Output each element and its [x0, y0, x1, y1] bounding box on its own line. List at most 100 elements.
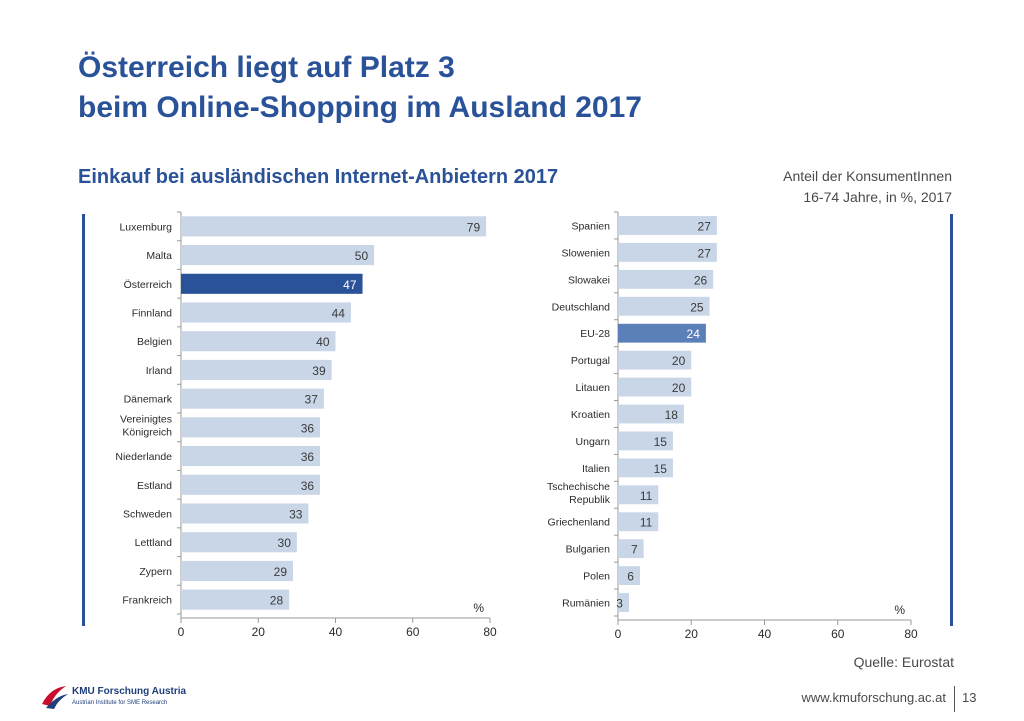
logo-name: KMU Forschung Austria: [72, 686, 187, 697]
chart1-x-tick-label: 80: [483, 625, 497, 639]
chart2-x-tick-label: 20: [685, 627, 699, 641]
chart2-category-label: Griechenland: [548, 517, 611, 529]
note-line-1: Anteil der KonsumentInnen: [783, 168, 952, 184]
chart2-data-label: 18: [665, 408, 679, 422]
chart1-data-label: 36: [301, 479, 315, 493]
chart2-data-label: 15: [654, 462, 668, 476]
chart2-bar: [618, 566, 640, 586]
chart2-category-label: Italien: [582, 463, 610, 475]
chart1-x-tick-label: 60: [406, 625, 420, 639]
chart1-bar: [181, 331, 336, 352]
chart1-bar: [181, 359, 332, 380]
chart2-data-label: 20: [672, 354, 686, 368]
chart1-bar: [181, 446, 321, 467]
chart2-bar: [618, 216, 717, 235]
chart2-data-label: 27: [698, 219, 712, 233]
chart1-data-label: 50: [355, 249, 369, 263]
chart2-data-label: 20: [672, 381, 686, 395]
chart1-data-label: 79: [467, 220, 481, 234]
chart1-category-label: Luxemburg: [119, 221, 172, 233]
chart1-x-tick-label: 20: [252, 625, 266, 639]
chart1-bar: [181, 532, 297, 553]
chart2-category-label: Deutschland: [552, 301, 611, 313]
chart2-data-label: 15: [654, 435, 668, 449]
chart2-bar: [618, 269, 714, 289]
chart1-data-label: 39: [312, 364, 326, 378]
chart2-bar: [618, 539, 644, 559]
chart2-x-tick-label: 40: [758, 627, 772, 641]
chart1-data-label: 36: [301, 450, 315, 464]
left-frame-bar: [82, 214, 85, 626]
chart2-bar: [618, 404, 684, 424]
chart1-category-label: Niederlande: [115, 451, 172, 463]
chart2-category-label: Slowenien: [562, 247, 611, 259]
title-line-2: beim Online-Shopping im Ausland 2017: [78, 91, 642, 124]
chart2-category-label: Polen: [583, 571, 610, 583]
chart1-category-label: Vereinigtes Königreich: [120, 413, 172, 438]
chart1-category-label: Finnland: [132, 308, 172, 320]
source-note: Quelle: Eurostat: [853, 654, 954, 670]
chart-note: Anteil der KonsumentInnen 16-74 Jahre, i…: [692, 166, 952, 208]
chart2-bar: [618, 350, 692, 370]
chart2-x-tick-label: 0: [615, 627, 622, 641]
note-line-2: 16-74 Jahre, in %, 2017: [803, 189, 952, 205]
chart1-data-label: 29: [274, 565, 288, 579]
chart2-category-label: Bulgarien: [566, 544, 611, 556]
right-frame-bar: [950, 214, 953, 626]
page-title: Österreich liegt auf Platz 3 beim Online…: [78, 48, 642, 128]
chart2-bar: [618, 431, 673, 451]
chart1-bar: [181, 503, 309, 524]
chart1-data-label: 30: [278, 536, 292, 550]
chart1-bar: [181, 388, 324, 409]
chart1-bar: [181, 273, 363, 294]
chart2-data-label: 26: [694, 273, 708, 287]
chart2-unit-label: %: [894, 603, 905, 617]
chart1-category-label: Malta: [146, 250, 172, 262]
chart1-data-label: 28: [270, 594, 284, 608]
chart1-category-label: Zypern: [139, 566, 172, 578]
chart1-data-label: 47: [343, 278, 357, 292]
chart1-x-tick-label: 40: [329, 625, 343, 639]
chart1-data-label: 40: [316, 335, 330, 349]
chart2-bar: [618, 512, 659, 532]
chart2-category-label: Rumänien: [562, 598, 610, 610]
chart2-data-label: 24: [687, 327, 701, 341]
chart1-bar: [181, 216, 487, 237]
chart2-bar: [618, 485, 659, 505]
chart2-category-label: Litauen: [576, 382, 611, 394]
chart1-category-label: Dänemark: [124, 394, 173, 406]
chart1-data-label: 33: [289, 508, 303, 522]
chart2-x-tick-label: 80: [904, 627, 918, 641]
chart1-category-label: Estland: [137, 480, 172, 492]
chart2-data-label: 11: [640, 489, 653, 503]
chart-subtitle: Einkauf bei ausländischen Internet-Anbie…: [78, 166, 559, 188]
chart1-category-label: Irland: [146, 365, 172, 377]
chart1-category-label: Belgien: [137, 336, 172, 348]
chart1-category-label: Frankreich: [122, 595, 172, 607]
chart2-data-label: 7: [631, 543, 638, 557]
chart1-bar: [181, 302, 351, 323]
chart2-data-label: 11: [640, 516, 653, 530]
chart1-category-label: Schweden: [123, 509, 172, 521]
footer-url[interactable]: www.kmuforschung.ac.at: [801, 690, 946, 705]
chart2-bar: [618, 242, 717, 262]
kmu-logo-icon: [42, 686, 68, 709]
chart1-data-label: 36: [301, 421, 315, 435]
chart2-category-label: Tschechische Republik: [547, 481, 611, 506]
chart1-bar: [181, 589, 290, 610]
footer-separator: [954, 686, 955, 712]
chart2-data-label: 27: [698, 246, 712, 260]
chart1-bar: [181, 560, 294, 581]
chart2-category-label: EU-28: [580, 328, 610, 340]
chart1-x-tick-label: 0: [178, 625, 185, 639]
chart1-category-label: Lettland: [135, 537, 173, 549]
chart1-bar: [181, 245, 375, 266]
chart2-bar: [618, 323, 706, 343]
chart1-data-label: 37: [305, 393, 319, 407]
chart2-category-label: Kroatien: [571, 409, 610, 421]
chart2-category-label: Slowakei: [568, 274, 610, 286]
chart2-bar: [618, 458, 673, 478]
chart2-x-tick-label: 60: [831, 627, 845, 641]
chart1-bar: [181, 417, 321, 438]
